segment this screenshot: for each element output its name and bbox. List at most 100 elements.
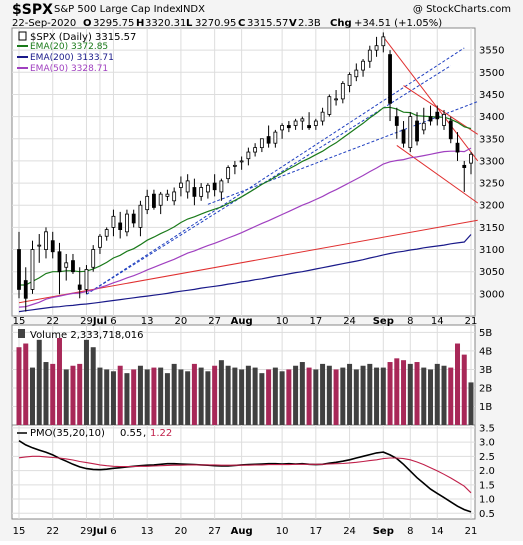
volume-bar: [191, 363, 197, 425]
legend-ema20-label: EMA(20) 3372.85: [30, 42, 108, 52]
candle-body: [347, 74, 352, 87]
volume-bar: [212, 365, 218, 425]
x-tick-label-mid: Jul: [92, 316, 107, 327]
x-tick-label-bottom: 20: [175, 526, 188, 537]
x-tick-label-bottom: 15: [13, 526, 26, 537]
price-y-tick-label: 3250: [479, 179, 504, 190]
price-panel: [11, 27, 476, 317]
candle-body: [104, 229, 109, 237]
candle-body: [273, 131, 278, 144]
candle-body: [91, 249, 96, 268]
x-tick-label-bottom: 29: [80, 526, 93, 537]
ema-line-ema200: [18, 234, 472, 313]
candle-body: [340, 82, 345, 100]
volume-bar: [279, 371, 285, 425]
x-tick-label-mid: 15: [13, 316, 26, 327]
candle-body: [98, 235, 102, 248]
candle-body: [313, 120, 318, 126]
volume-bar: [360, 365, 366, 425]
candle-body: [388, 54, 392, 104]
x-tick-label-mid: 20: [175, 316, 188, 327]
volume-bar: [380, 367, 386, 425]
volume-bar: [56, 337, 62, 425]
candle-body: [152, 193, 156, 208]
volume-y-tick-label: 4B: [479, 346, 492, 357]
candle-body: [469, 153, 473, 164]
legend-ema200-label: EMA(200) 3133.71: [30, 53, 114, 63]
volume-bar: [23, 343, 29, 425]
candle-body: [111, 215, 116, 228]
volume-bar: [205, 371, 211, 425]
candle-body: [71, 260, 75, 273]
candle-body: [286, 125, 291, 129]
volume-legend-swatch: [18, 329, 25, 338]
pmo-legend-signal-value: 1.22: [150, 428, 172, 439]
volume-bar: [293, 365, 299, 425]
volume-bar: [158, 367, 164, 425]
candle-body: [415, 120, 419, 142]
volume-bar: [340, 367, 346, 425]
candle-body: [232, 164, 237, 167]
candle-body: [354, 69, 359, 78]
volume-bar: [185, 371, 191, 425]
pmo-y-tick-label: 0.5: [479, 509, 495, 520]
x-tick-label-bottom: 13: [141, 526, 154, 537]
candle-body: [408, 116, 413, 149]
price-y-tick-label: 3400: [479, 112, 504, 123]
volume-y-tick-label: 3B: [479, 365, 492, 376]
legend-item-spx: $SPX (Daily) 3315.57: [18, 31, 136, 43]
candle-body: [280, 125, 285, 131]
change-value: +34.51 (+1.05%): [354, 18, 442, 29]
candle-body: [158, 193, 163, 206]
volume-bar: [164, 373, 170, 425]
volume-legend-label: Volume 2,333,718,016: [30, 330, 144, 341]
volume-bar: [77, 363, 83, 425]
pmo-legend-prefix: PMO(35,20,10): [30, 428, 105, 439]
candle-body: [145, 195, 150, 211]
candle-body: [37, 244, 42, 247]
x-tick-label-mid: 6: [110, 316, 116, 327]
volume-bar: [347, 363, 353, 425]
volume-bar: [299, 362, 305, 425]
exchange-label: INDX: [180, 4, 205, 15]
volume-bar: [36, 339, 42, 425]
volume-bar: [239, 369, 245, 425]
candle-body: [125, 213, 129, 233]
x-tick-label-mid: 21: [465, 316, 478, 327]
candle-body: [435, 111, 440, 120]
volume-bar: [441, 365, 447, 425]
price-legend: $SPX (Daily) 3315.57 EMA(20) 3372.85 EMA…: [17, 31, 136, 74]
x-tick-label-mid: 13: [141, 316, 154, 327]
volume-bar: [353, 369, 359, 425]
price-layer: [17, 32, 479, 313]
blue-dashed-trendline: [86, 65, 452, 295]
volume-bar: [428, 369, 434, 425]
candle-body: [192, 187, 197, 197]
x-tick-label-bottom: Aug: [231, 526, 253, 537]
low-value: 3270.95: [195, 18, 236, 29]
symbol-label: $SPX: [12, 2, 53, 18]
volume-bar: [16, 347, 22, 425]
candle-body: [334, 98, 338, 101]
x-tick-label-bottom: 14: [431, 526, 444, 537]
candle-body: [448, 120, 453, 140]
volume-bar: [320, 363, 326, 425]
candle-body: [462, 164, 467, 168]
candle-body: [307, 125, 311, 129]
candle-body: [30, 249, 35, 290]
candle-body: [320, 111, 325, 122]
candle-body: [266, 136, 271, 144]
candle-body: [239, 160, 244, 163]
price-y-tick-label: 3550: [479, 46, 504, 57]
volume-bar: [144, 369, 150, 425]
volume-bar: [455, 343, 461, 425]
volume-bar: [468, 382, 474, 425]
x-tick-label-bottom: Sep: [373, 526, 394, 537]
candle-body: [293, 120, 298, 126]
candle-body: [199, 187, 204, 197]
pmo-legend-value: 0.55: [120, 428, 142, 439]
candle-body: [17, 249, 21, 290]
candle-body: [165, 193, 170, 197]
volume-bar: [448, 367, 454, 425]
candle-body: [394, 116, 399, 126]
